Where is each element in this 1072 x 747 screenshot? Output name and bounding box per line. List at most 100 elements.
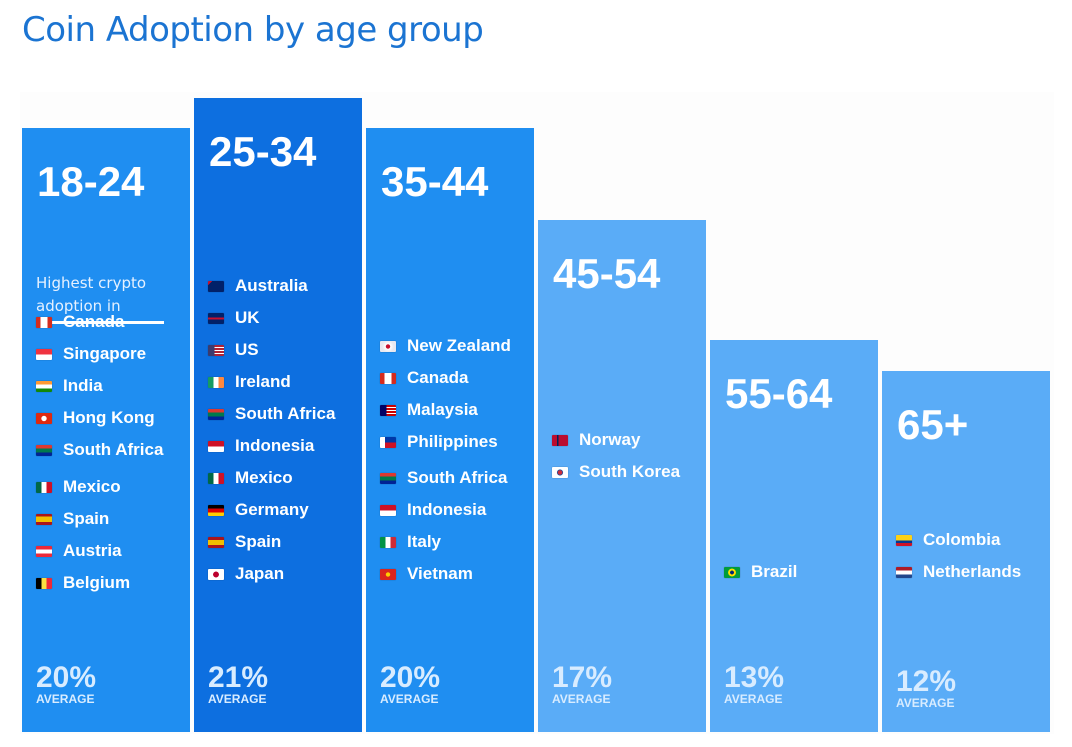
country-item: Mexico bbox=[208, 462, 358, 494]
flag-ireland-icon bbox=[208, 376, 224, 388]
age-group-label: 45-54 bbox=[553, 250, 661, 297]
country-item: Singapore bbox=[36, 338, 186, 370]
average-label: AVERAGE bbox=[552, 692, 611, 706]
country-item: Spain bbox=[36, 503, 186, 535]
average-label: AVERAGE bbox=[896, 696, 955, 710]
country-item: Philippines bbox=[380, 426, 530, 458]
age-group-label: 55-64 bbox=[725, 370, 833, 417]
country-item: Australia bbox=[208, 270, 358, 302]
country-item: Vietnam bbox=[380, 558, 530, 590]
country-name: UK bbox=[235, 308, 260, 327]
country-item: South Africa bbox=[36, 434, 186, 466]
flag-india-icon bbox=[36, 380, 52, 392]
country-item: Canada bbox=[380, 362, 530, 394]
country-name: Brazil bbox=[751, 562, 798, 581]
country-name: Canada bbox=[63, 312, 125, 331]
country-item: Indonesia bbox=[380, 494, 530, 526]
country-item: Hong Kong bbox=[36, 402, 186, 434]
average-percent: 21% bbox=[208, 661, 269, 694]
flag-philippines-icon bbox=[380, 436, 396, 448]
country-name: Indonesia bbox=[235, 436, 315, 455]
country-list: New Zealand Canada Malaysia Philippines Sout… bbox=[380, 330, 530, 590]
intro-text-line: Highest crypto bbox=[36, 274, 147, 292]
flag-spain-icon bbox=[208, 536, 224, 548]
average-value: 20% AVERAGE bbox=[380, 663, 440, 706]
country-item: Austria bbox=[36, 535, 186, 567]
average-value: 13% AVERAGE bbox=[724, 663, 784, 706]
bar-18-24: 18-24 Highest crypto adoption in Canada Sing… bbox=[22, 128, 190, 732]
country-item: Ireland bbox=[208, 366, 358, 398]
flag-italy-icon bbox=[380, 536, 396, 548]
country-item: Netherlands bbox=[896, 556, 1046, 588]
average-label: AVERAGE bbox=[208, 692, 267, 706]
average-value: 20% AVERAGE bbox=[36, 663, 96, 706]
country-item: India bbox=[36, 370, 186, 402]
flag-malaysia-icon bbox=[380, 404, 396, 416]
country-item: Brazil bbox=[724, 556, 874, 588]
flag-australia-icon bbox=[208, 280, 224, 292]
country-item: Japan bbox=[208, 558, 358, 590]
country-name: Indonesia bbox=[407, 500, 487, 519]
country-item: Indonesia bbox=[208, 430, 358, 462]
country-name: Austria bbox=[63, 541, 122, 560]
bar-55-64: 55-64 Brazil 13% AVERAGE bbox=[710, 340, 878, 732]
flag-netherlands-icon bbox=[896, 566, 912, 578]
country-item: South Africa bbox=[208, 398, 358, 430]
flag-hong-kong-icon bbox=[36, 412, 52, 424]
flag-south-africa-icon bbox=[36, 444, 52, 456]
age-group-label: 18-24 bbox=[37, 158, 145, 205]
country-name: Netherlands bbox=[923, 562, 1022, 581]
flag-vietnam-icon bbox=[380, 568, 396, 580]
country-name: Singapore bbox=[63, 344, 147, 363]
country-item: Canada bbox=[36, 306, 186, 338]
country-item: Colombia bbox=[896, 524, 1046, 556]
age-group-label: 25-34 bbox=[209, 128, 317, 175]
flag-singapore-icon bbox=[36, 348, 52, 360]
country-item: Italy bbox=[380, 526, 530, 558]
country-list: Canada Singapore India Hong Kong South Afric… bbox=[36, 306, 186, 599]
country-list: Australia UK US Ireland South Africa Indonesi… bbox=[208, 270, 358, 590]
flag-south-africa-icon bbox=[380, 472, 396, 484]
average-percent: 20% bbox=[380, 661, 441, 694]
country-name: New Zealand bbox=[407, 336, 511, 355]
chart-title: Coin Adoption by age group bbox=[22, 10, 484, 50]
country-list: Brazil bbox=[724, 556, 874, 588]
country-name: South Africa bbox=[235, 404, 336, 423]
flag-south-africa-icon bbox=[208, 408, 224, 420]
flag-indonesia-icon bbox=[380, 504, 396, 516]
country-name: Colombia bbox=[923, 530, 1001, 549]
flag-brazil-icon bbox=[724, 566, 740, 578]
country-name: Philippines bbox=[407, 432, 498, 451]
intro-text: Highest crypto adoption in bbox=[36, 272, 146, 318]
country-name: South Korea bbox=[579, 462, 681, 481]
country-list: Colombia Netherlands bbox=[896, 524, 1046, 588]
flag-belgium-icon bbox=[36, 577, 52, 589]
flag-germany-icon bbox=[208, 504, 224, 516]
country-name: Hong Kong bbox=[63, 408, 155, 427]
country-name: South Africa bbox=[407, 468, 508, 487]
intro-text-line: adoption in bbox=[36, 297, 121, 315]
country-name: South Africa bbox=[63, 440, 164, 459]
flag-colombia-icon bbox=[896, 534, 912, 546]
flag-canada-icon bbox=[36, 316, 52, 328]
average-percent: 13% bbox=[724, 661, 785, 694]
average-percent: 20% bbox=[36, 661, 97, 694]
country-name: US bbox=[235, 340, 259, 359]
country-item: UK bbox=[208, 302, 358, 334]
country-item: Malaysia bbox=[380, 394, 530, 426]
country-name: Norway bbox=[579, 430, 641, 449]
country-item: US bbox=[208, 334, 358, 366]
bar-45-54: 45-54 Norway South Korea 17% AVERAGE bbox=[538, 220, 706, 732]
average-label: AVERAGE bbox=[724, 692, 783, 706]
country-name: Malaysia bbox=[407, 400, 478, 419]
country-name: Mexico bbox=[63, 477, 121, 496]
average-value: 12% AVERAGE bbox=[896, 667, 956, 710]
country-name: Ireland bbox=[235, 372, 291, 391]
bar-65-plus: 65+ Colombia Netherlands 12% AVERAGE bbox=[882, 371, 1050, 732]
country-item: South Africa bbox=[380, 462, 530, 494]
country-item: Belgium bbox=[36, 567, 186, 599]
country-name: Australia bbox=[235, 276, 308, 295]
country-name: Spain bbox=[63, 509, 110, 528]
divider bbox=[36, 321, 164, 324]
average-value: 17% AVERAGE bbox=[552, 663, 612, 706]
